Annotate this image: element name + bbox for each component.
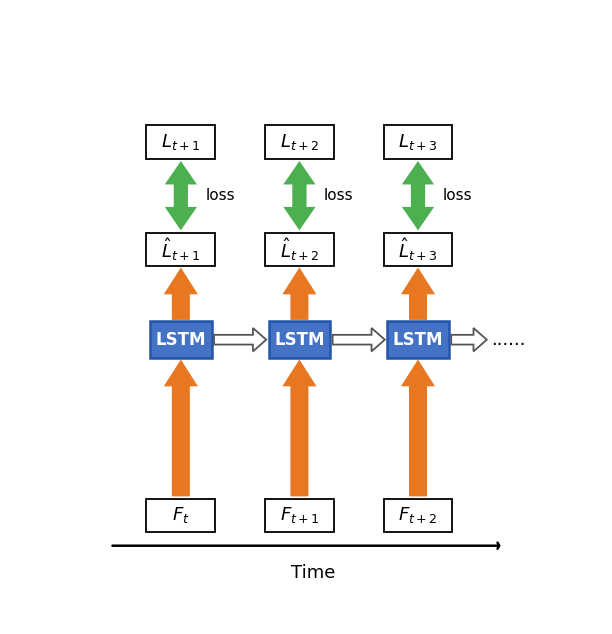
FancyBboxPatch shape	[265, 126, 334, 158]
Polygon shape	[451, 328, 487, 351]
FancyBboxPatch shape	[387, 321, 449, 358]
Text: $\hat{L}_{t+2}$: $\hat{L}_{t+2}$	[280, 236, 319, 262]
FancyBboxPatch shape	[146, 126, 215, 158]
Text: LSTM: LSTM	[155, 331, 206, 349]
Polygon shape	[164, 359, 198, 496]
FancyBboxPatch shape	[146, 233, 215, 266]
Text: $L_{t+3}$: $L_{t+3}$	[398, 132, 438, 152]
FancyBboxPatch shape	[384, 233, 452, 266]
Polygon shape	[282, 359, 316, 496]
FancyBboxPatch shape	[384, 499, 452, 532]
Text: $L_{t+1}$: $L_{t+1}$	[161, 132, 201, 152]
Polygon shape	[333, 328, 385, 351]
Polygon shape	[164, 268, 198, 320]
Polygon shape	[401, 359, 435, 496]
Text: Time: Time	[291, 564, 336, 582]
Text: loss: loss	[442, 188, 472, 203]
FancyBboxPatch shape	[265, 233, 334, 266]
FancyBboxPatch shape	[146, 499, 215, 532]
Text: $F_{t+2}$: $F_{t+2}$	[398, 505, 438, 526]
FancyBboxPatch shape	[269, 321, 330, 358]
Text: LSTM: LSTM	[274, 331, 325, 349]
Polygon shape	[283, 161, 316, 230]
Text: $F_t$: $F_t$	[172, 505, 190, 526]
Text: $\hat{L}_{t+3}$: $\hat{L}_{t+3}$	[398, 236, 438, 262]
FancyBboxPatch shape	[265, 499, 334, 532]
Text: loss: loss	[206, 188, 235, 203]
Text: $F_{t+1}$: $F_{t+1}$	[280, 505, 319, 526]
Polygon shape	[165, 161, 197, 230]
Text: loss: loss	[324, 188, 354, 203]
Polygon shape	[402, 161, 434, 230]
Polygon shape	[401, 268, 435, 320]
Text: $\hat{L}_{t+1}$: $\hat{L}_{t+1}$	[161, 236, 201, 262]
Text: $L_{t+2}$: $L_{t+2}$	[280, 132, 319, 152]
Text: LSTM: LSTM	[393, 331, 443, 349]
Polygon shape	[214, 328, 266, 351]
FancyBboxPatch shape	[384, 126, 452, 158]
Polygon shape	[282, 268, 316, 320]
FancyBboxPatch shape	[150, 321, 212, 358]
Text: ......: ......	[491, 331, 526, 349]
